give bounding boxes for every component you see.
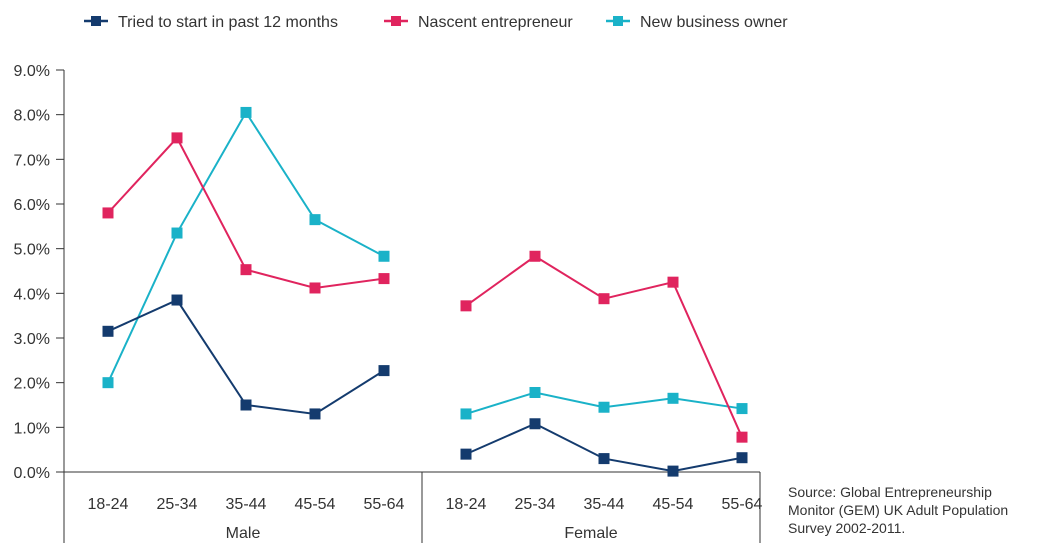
- data-point: [309, 408, 321, 420]
- x-tick-label: 25-34: [157, 496, 198, 513]
- series-line: [107, 110, 385, 384]
- x-tick-label: 55-64: [364, 496, 405, 513]
- source-note: Source: Global Entrepreneurship Monitor …: [788, 483, 1042, 537]
- data-point: [378, 250, 390, 262]
- y-tick-label: 4.0%: [14, 286, 50, 303]
- data-point: [309, 282, 321, 294]
- x-tick-label: 18-24: [88, 496, 129, 513]
- x-tick-label: 45-54: [653, 496, 694, 513]
- data-point: [529, 418, 541, 430]
- data-point: [598, 401, 610, 413]
- x-tick-label: 25-34: [515, 496, 556, 513]
- series-1: [102, 132, 748, 443]
- legend-label-0: Tried to start in past 12 months: [118, 14, 338, 31]
- data-point: [171, 294, 183, 306]
- data-point: [171, 227, 183, 239]
- data-point: [240, 264, 252, 276]
- legend-item-0: Tried to start in past 12 months: [84, 14, 338, 31]
- legend-marker-1: [391, 16, 401, 26]
- y-tick-label: 5.0%: [14, 242, 50, 259]
- series-line: [107, 298, 385, 415]
- data-point: [667, 465, 679, 477]
- data-point: [736, 452, 748, 464]
- legend: Tried to start in past 12 months Nascent …: [84, 14, 788, 31]
- legend-marker-0: [91, 16, 101, 26]
- data-point: [736, 403, 748, 415]
- data-point: [240, 399, 252, 411]
- source-line-1: Source: Global Entrepreneurship: [788, 484, 992, 500]
- legend-label-1: Nascent entrepreneur: [418, 14, 573, 31]
- data-point: [529, 250, 541, 262]
- y-tick-label: 2.0%: [14, 376, 50, 393]
- y-tick-label: 0.0%: [14, 465, 50, 482]
- series-2: [102, 106, 748, 420]
- data-point: [102, 325, 114, 337]
- y-tick-label: 6.0%: [14, 197, 50, 214]
- data-point: [460, 300, 472, 312]
- data-point: [102, 377, 114, 389]
- legend-marker-2: [613, 16, 623, 26]
- y-tick-label: 3.0%: [14, 331, 50, 348]
- data-point: [598, 293, 610, 305]
- y-tick-label: 9.0%: [14, 63, 50, 80]
- data-point: [736, 431, 748, 443]
- data-point: [667, 392, 679, 404]
- data-point: [667, 276, 679, 288]
- x-group-label: Male: [226, 525, 261, 542]
- source-line-2: Monitor (GEM) UK Adult Population: [788, 502, 1009, 518]
- legend-item-2: New business owner: [606, 14, 788, 31]
- data-point: [378, 365, 390, 377]
- data-point: [460, 408, 472, 420]
- y-tick-label: 1.0%: [14, 420, 50, 437]
- y-axis: 0.0% 1.0% 2.0% 3.0% 4.0% 5.0% 6.0% 7.0% 8.0% 9.0%: [14, 63, 65, 482]
- series-0: [102, 294, 748, 477]
- data-point: [309, 214, 321, 226]
- x-axis: 18-24 25-34 35-44 45-54 55-64 Male 18-24 25-34 3…: [63, 471, 763, 543]
- x-group-label: Female: [564, 525, 617, 542]
- data-point: [460, 448, 472, 460]
- data-point: [598, 453, 610, 465]
- x-tick-label: 18-24: [446, 496, 487, 513]
- y-tick-label: 8.0%: [14, 108, 50, 125]
- x-tick-label: 35-44: [226, 496, 267, 513]
- data-point: [378, 273, 390, 285]
- y-tick-label: 7.0%: [14, 152, 50, 169]
- legend-item-1: Nascent entrepreneur: [384, 14, 573, 31]
- x-tick-label: 45-54: [295, 496, 336, 513]
- data-point: [240, 106, 252, 118]
- series-layer: [102, 106, 748, 477]
- x-tick-label: 55-64: [722, 496, 763, 513]
- data-point: [529, 386, 541, 398]
- x-tick-label: 35-44: [584, 496, 625, 513]
- legend-label-2: New business owner: [640, 14, 788, 31]
- source-line-3: Survey 2002-2011.: [788, 520, 906, 536]
- data-point: [102, 207, 114, 219]
- data-point: [171, 132, 183, 144]
